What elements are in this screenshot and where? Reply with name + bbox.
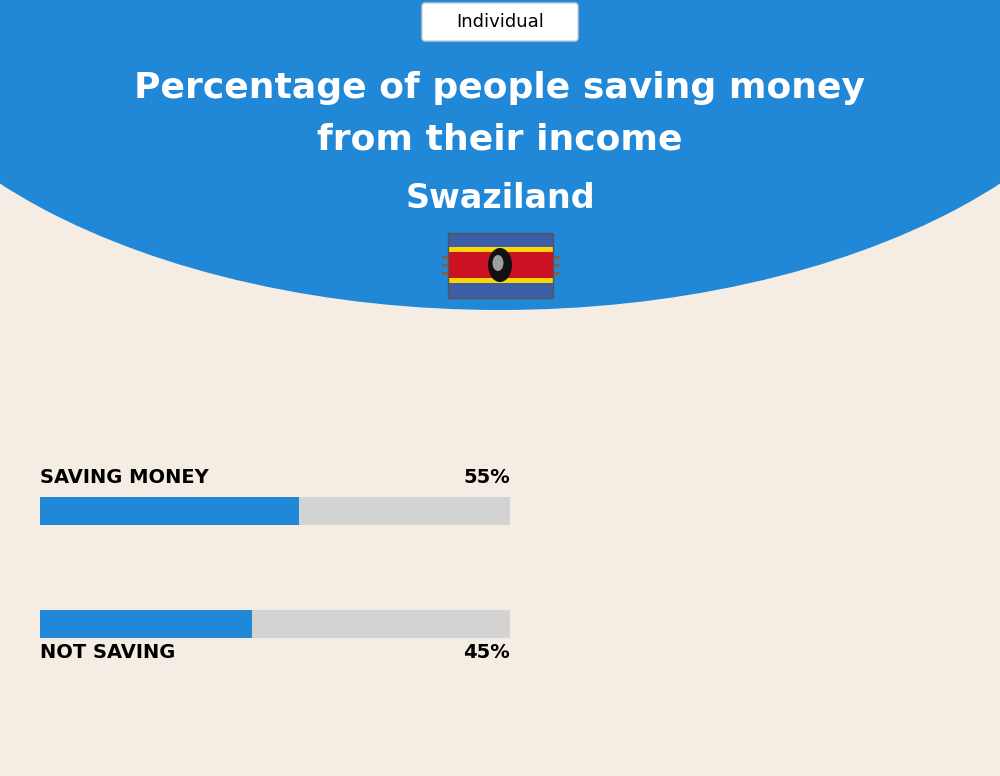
Bar <box>40 497 298 525</box>
Bar <box>40 610 510 638</box>
Bar <box>448 278 552 283</box>
Bar <box>448 252 552 278</box>
Bar <box>40 497 510 525</box>
Text: 45%: 45% <box>463 643 510 662</box>
Bar <box>448 233 552 247</box>
Ellipse shape <box>0 0 1000 310</box>
Ellipse shape <box>492 255 504 271</box>
Bar <box>448 233 552 297</box>
Text: from their income: from their income <box>317 123 683 157</box>
FancyBboxPatch shape <box>422 3 578 41</box>
Text: 55%: 55% <box>463 468 510 487</box>
Ellipse shape <box>488 248 512 282</box>
Bar <box>448 247 552 252</box>
Text: SAVING MONEY: SAVING MONEY <box>40 468 209 487</box>
Text: NOT SAVING: NOT SAVING <box>40 643 175 662</box>
Text: Swaziland: Swaziland <box>405 182 595 214</box>
Text: Individual: Individual <box>456 13 544 31</box>
Text: Percentage of people saving money: Percentage of people saving money <box>134 71 866 105</box>
Bar <box>448 283 552 297</box>
Bar <box>40 610 252 638</box>
